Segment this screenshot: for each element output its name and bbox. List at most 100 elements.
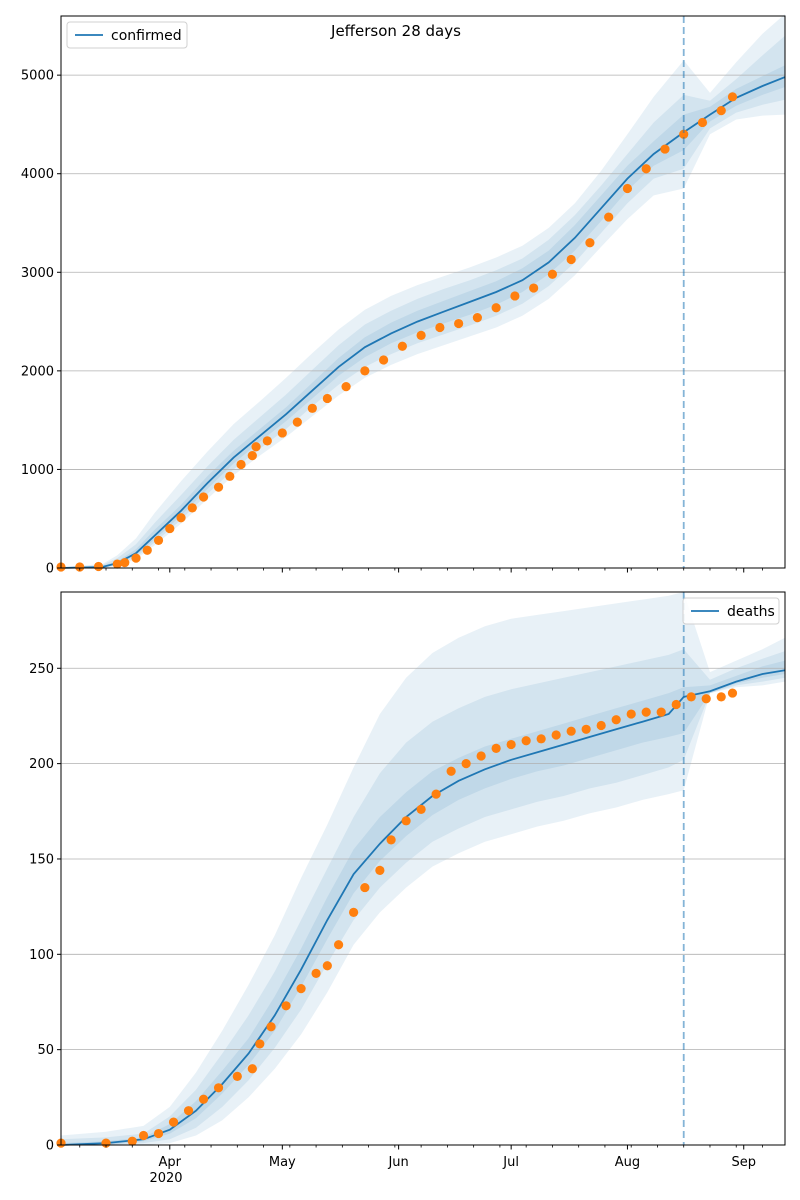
confirmed-observed-point [307,403,317,413]
deaths-observed-point [566,726,576,736]
confirmed-observed-point [566,254,576,265]
confirmed-observed-point [93,561,104,572]
confirmed-observed-point [262,436,272,446]
confirmed-observed-point [716,106,726,116]
deaths-observed-point [360,882,370,893]
deaths-observed-point [491,743,501,753]
x-month-label: Jun [387,1155,408,1170]
deaths-axes-frame [60,591,786,1146]
confirmed-observed-point [472,313,482,323]
deaths-observed-point [333,940,344,950]
confirmed-observed-point [341,382,351,392]
confirmed-legend-label: confirmed [111,28,182,44]
deaths-confidence-band [61,592,785,1145]
deaths-observed-point [386,835,396,845]
deaths-panel: 0 50 100 150 200 250 deaths [29,591,786,1154]
deaths-legend-label: deaths [727,604,775,620]
deaths-observed-point [701,694,711,704]
confirmed-observed-point [213,482,224,492]
x-month-label: Jul [502,1155,519,1170]
deaths-ytick-label: 200 [29,757,54,772]
x-month-label: Sep [731,1155,756,1170]
deaths-observed-point [232,1071,242,1081]
deaths-observed-point [581,724,591,734]
deaths-observed-point [416,804,426,814]
confirmed-observed-point [379,355,389,365]
confirmed-observed-point [641,164,651,174]
x-month-label: May [269,1155,296,1170]
deaths-observed-point [281,1001,291,1011]
deaths-observed-point [213,1083,224,1093]
confirmed-ytick-label: 5000 [21,69,54,84]
deaths-observed-point [446,766,456,776]
deaths-observed-point [322,961,332,971]
deaths-observed-point [401,816,411,826]
confirmed-observed-point [247,451,257,461]
deaths-observed-point [656,707,666,717]
deaths-observed-point [521,736,531,746]
x-month-label: Apr [159,1155,182,1170]
confirmed-observed-point [454,318,464,329]
confirmed-observed-point [292,417,302,427]
confirmed-observed-point [153,535,164,546]
confirmed-observed-point [236,459,246,470]
confirmed-observed-point [131,553,141,563]
confirmed-ytick-label: 1000 [21,463,54,478]
figure-title: Jefferson 28 days [330,22,461,40]
deaths-observed-point [727,688,738,698]
confirmed-ytick-label: 4000 [21,167,54,182]
confirmed-observed-point [120,557,130,568]
deaths-observed-point [198,1094,209,1104]
deaths-observed-point [461,759,471,769]
confirmed-panel: 0 1000 2000 3000 4000 5000 confirmed [21,14,786,577]
confirmed-observed-point [660,144,670,154]
confirmed-observed-point [397,341,407,351]
confirmed-axes-frame [60,15,786,569]
confirmed-observed-point [322,393,332,404]
deaths-observed-point [247,1064,257,1074]
deaths-confidence-band [61,649,785,1145]
confirmed-observed-point [585,238,595,248]
confirmed-observed-point [529,283,539,293]
deaths-observed-point [596,720,606,731]
confirmed-observed-point [510,291,520,301]
deaths-observed-point [153,1128,164,1139]
confirmed-ytick-label: 0 [46,562,54,577]
confirmed-observed-point [604,212,614,222]
deaths-observed-point [349,907,359,917]
deaths-observed-point [183,1106,194,1116]
confirmed-observed-point [679,129,689,139]
deaths-observed-point [138,1130,149,1141]
confirmed-ytick-label: 3000 [21,266,54,281]
deaths-ytick-label: 250 [29,662,54,677]
deaths-observed-point [686,692,696,702]
deaths-observed-point [506,739,516,750]
confirmed-observed-point [622,183,633,194]
confirmed-observed-point [198,492,209,502]
confirmed-observed-point [165,523,175,534]
deaths-observed-point [311,968,321,978]
confirmed-observed-point [251,442,261,452]
confirmed-ytick-label: 2000 [21,364,54,379]
deaths-observed-point [716,692,726,702]
deaths-observed-point [551,730,561,740]
deaths-observed-point [641,707,651,717]
confirmed-observed-point [697,117,708,128]
confirmed-observed-point [225,471,235,481]
deaths-observed-point [671,699,681,710]
deaths-ytick-label: 50 [37,1043,54,1058]
confirmed-confidence-band [61,35,785,568]
deaths-observed-point [611,715,621,725]
deaths-observed-point [168,1117,179,1127]
deaths-observed-point [626,709,636,719]
confirmed-observed-point [547,269,558,279]
confirmed-observed-point [435,322,445,333]
confirmed-observed-point [112,559,122,569]
deaths-observed-point [375,865,385,876]
confirmed-observed-point [176,513,186,523]
confirmed-observed-point [491,303,501,313]
deaths-observed-point [255,1039,265,1049]
confirmed-observed-point [75,562,85,572]
x-date-labels: Apr May Jun Jul Aug Sep [159,1155,756,1170]
